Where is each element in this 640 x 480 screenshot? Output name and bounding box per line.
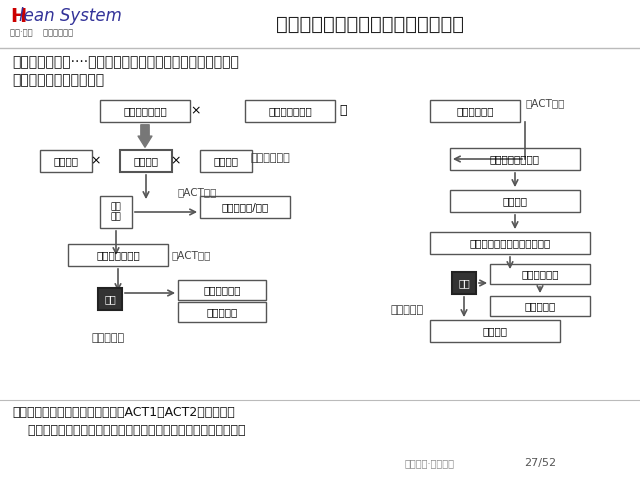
FancyBboxPatch shape: [450, 190, 580, 212]
Text: 车间级改善: 车间级改善: [92, 333, 125, 343]
Text: 工厂级的改善: 工厂级的改善: [250, 153, 290, 163]
Text: 现场保证度提高: 现场保证度提高: [96, 250, 140, 260]
FancyBboxPatch shape: [40, 150, 92, 172]
FancyBboxPatch shape: [68, 244, 168, 266]
FancyBboxPatch shape: [178, 280, 266, 300]
FancyBboxPatch shape: [100, 100, 190, 122]
FancyArrowPatch shape: [138, 125, 152, 147]
Text: ＊ACT．２: ＊ACT．２: [172, 250, 211, 260]
FancyBboxPatch shape: [98, 288, 122, 310]
FancyBboxPatch shape: [430, 100, 520, 122]
Text: 反馈给设计/工艺: 反馈给设计/工艺: [221, 202, 269, 212]
Text: ＝: ＝: [339, 105, 347, 118]
Text: ＊ACT．１: ＊ACT．１: [178, 187, 218, 197]
FancyBboxPatch shape: [200, 150, 252, 172]
Text: 各工库遵守率确认: 各工库遵守率确认: [490, 154, 540, 164]
FancyBboxPatch shape: [490, 296, 590, 316]
Text: １０、自工序完结的推进方法（６）: １０、自工序完结的推进方法（６）: [276, 14, 464, 34]
Text: ×: ×: [171, 155, 181, 168]
Text: ×: ×: [91, 155, 101, 168]
FancyBboxPatch shape: [452, 272, 476, 294]
Text: 工艺要件: 工艺要件: [134, 156, 159, 166]
FancyBboxPatch shape: [120, 150, 172, 172]
Text: 以自工序完结为目的的改善活动（ACT1、ACT2）的目的：: 以自工序完结为目的的改善活动（ACT1、ACT2）的目的：: [12, 407, 235, 420]
Text: 课题
要件: 课题 要件: [111, 202, 122, 222]
Text: 通过改善作业条件和管理方法，来提高生产工序的维持管理水平。: 通过改善作业条件和管理方法，来提高生产工序的维持管理水平。: [12, 423, 246, 436]
Text: 作业方法改善: 作业方法改善: [204, 285, 241, 295]
Text: 确定良品条件: 确定良品条件: [521, 269, 559, 279]
Text: 27/52: 27/52: [524, 458, 556, 468]
FancyBboxPatch shape: [100, 196, 132, 228]
Text: 幸福·精益    高效企业系统: 幸福·精益 高效企业系统: [10, 28, 73, 37]
FancyBboxPatch shape: [245, 100, 335, 122]
Text: 精益生产·推进中心: 精益生产·推进中心: [405, 458, 455, 468]
Text: lean System: lean System: [19, 7, 122, 25]
FancyBboxPatch shape: [430, 320, 560, 342]
Text: 以班为单位开展进行改善活动: 以班为单位开展进行改善活动: [469, 238, 550, 248]
Text: 工具等改善: 工具等改善: [206, 307, 237, 317]
Text: 团队强化: 团队强化: [483, 326, 508, 336]
FancyBboxPatch shape: [490, 264, 590, 284]
Text: 改善: 改善: [104, 294, 116, 304]
FancyBboxPatch shape: [450, 148, 580, 170]
Text: 标准作业遵守率: 标准作业遵守率: [268, 106, 312, 116]
FancyBboxPatch shape: [178, 302, 266, 322]
FancyBboxPatch shape: [200, 196, 290, 218]
Text: H: H: [10, 7, 26, 25]
Text: 制造要件: 制造要件: [214, 156, 239, 166]
Text: ＊ACT．２: ＊ACT．２: [526, 98, 565, 108]
Text: 改善: 改善: [458, 278, 470, 288]
Text: 设计要件: 设计要件: [54, 156, 79, 166]
FancyBboxPatch shape: [430, 232, 590, 254]
Text: 自工程完结度: 自工程完结度: [456, 106, 493, 116]
Text: ×: ×: [191, 105, 201, 118]
Text: 班组级改善: 班组级改善: [390, 305, 424, 315]
Text: 修改要领书: 修改要领书: [524, 301, 556, 311]
Text: 良品条件整备率: 良品条件整备率: [123, 106, 167, 116]
Text: 改善机会，形成改善课题: 改善机会，形成改善课题: [12, 73, 104, 87]
Text: 课题提出: 课题提出: [502, 196, 527, 206]
Text: ＜发掘改善点＞····要发掘管理上和技术上的不足，从而寻找: ＜发掘改善点＞····要发掘管理上和技术上的不足，从而寻找: [12, 55, 239, 69]
